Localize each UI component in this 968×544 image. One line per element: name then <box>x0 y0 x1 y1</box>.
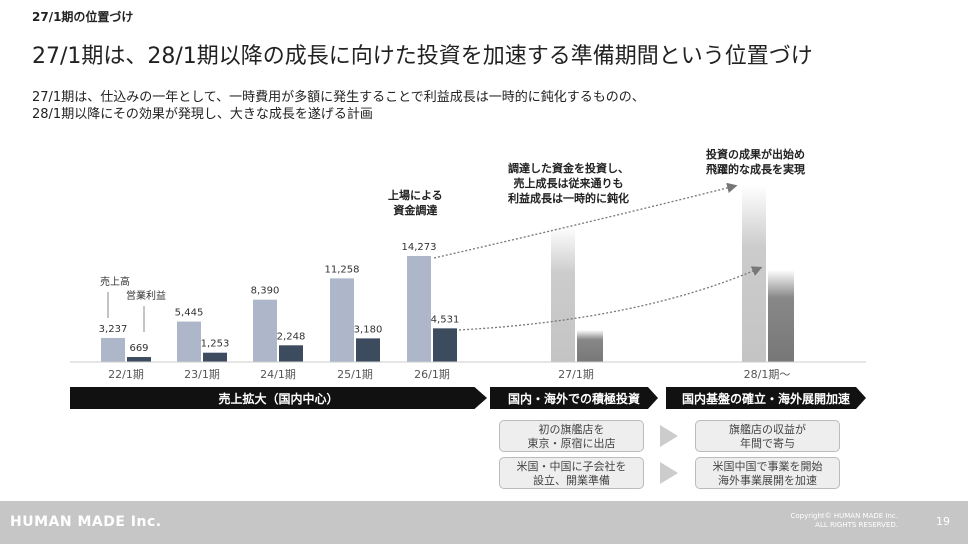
sales-bar <box>253 299 277 362</box>
data-label: 11,258 <box>325 264 360 275</box>
result-box-flagship: 旗艦店の収益が 年間で寄与 <box>695 420 840 452</box>
footer <box>0 501 968 544</box>
plan-box-subsidiary: 米国・中国に子会社を 設立、開業準備 <box>499 457 644 489</box>
data-label: 2,248 <box>277 331 306 342</box>
x-tick-label: 23/1期 <box>184 368 220 381</box>
x-tick-label: 28/1期～ <box>744 368 791 381</box>
x-tick-label: 27/1期 <box>558 368 594 381</box>
data-label: 4,531 <box>431 314 460 325</box>
page-number: 19 <box>936 515 950 528</box>
profit-bar <box>203 352 227 362</box>
projected-profit-bar <box>768 270 794 362</box>
page-title: 27/1期は、28/1期以降の成長に向けた投資を加速する準備期間という位置づけ <box>32 44 813 69</box>
data-label: 14,273 <box>402 242 437 253</box>
data-label: 3,180 <box>354 324 383 335</box>
sales-bar <box>330 278 354 362</box>
investment-note: 調達した資金を投資し、 売上成長は従来通りも 利益成長は一時的に鈍化 <box>508 162 629 205</box>
legend-sales: 売上高 <box>100 275 130 288</box>
profit-bar <box>279 345 303 362</box>
results-note: 投資の成果が出始め 飛躍的な成長を実現 <box>706 148 805 176</box>
phase-investment: 国内・海外での積極投資 <box>490 387 658 409</box>
x-tick-label: 26/1期 <box>414 368 450 381</box>
funding-note: 上場による 資金調達 <box>388 189 443 217</box>
legend-profit: 営業利益 <box>126 289 166 302</box>
data-label: 8,390 <box>251 286 280 297</box>
sales-bar <box>101 337 125 362</box>
subtitle-line-1: 27/1期は、仕込みの一年として、一時費用が多額に発生することで利益成長は一時的… <box>32 90 645 105</box>
data-label: 3,237 <box>99 324 128 335</box>
company-logo: HUMAN MADE Inc. <box>10 514 162 530</box>
arrow-right-icon <box>660 425 678 447</box>
arrow-right-icon <box>660 462 678 484</box>
sales-bar <box>407 256 431 362</box>
sales-trend-arrow <box>433 182 738 259</box>
phase-expansion: 国内基盤の確立・海外展開加速 <box>666 387 866 409</box>
sales-bar <box>177 321 201 362</box>
projected-sales-bar <box>551 226 575 362</box>
x-tick-label: 22/1期 <box>108 368 144 381</box>
subtitle-line-2: 28/1期以降にその効果が発現し、大きな成長を遂げる計画 <box>32 107 373 122</box>
result-box-overseas: 米国中国で事業を開始 海外事業展開を加速 <box>695 457 840 489</box>
profit-bar <box>433 328 457 362</box>
profit-bar <box>356 338 380 362</box>
phase-domestic: 売上拡大（国内中心） <box>70 387 487 409</box>
data-label: 1,253 <box>201 339 230 350</box>
projected-profit-bar <box>577 330 603 362</box>
data-label: 5,445 <box>175 308 204 319</box>
data-label: 669 <box>129 343 148 354</box>
profit-trend-arrow <box>458 266 763 331</box>
copyright: Copyright© HUMAN MADE Inc. ALL RIGHTS RES… <box>790 512 898 529</box>
section-title: 27/1期の位置づけ <box>32 10 134 24</box>
x-tick-label: 24/1期 <box>260 368 296 381</box>
plan-box-flagship: 初の旗艦店を 東京・原宿に出店 <box>499 420 644 452</box>
profit-bar <box>127 357 151 362</box>
x-tick-label: 25/1期 <box>337 368 373 381</box>
